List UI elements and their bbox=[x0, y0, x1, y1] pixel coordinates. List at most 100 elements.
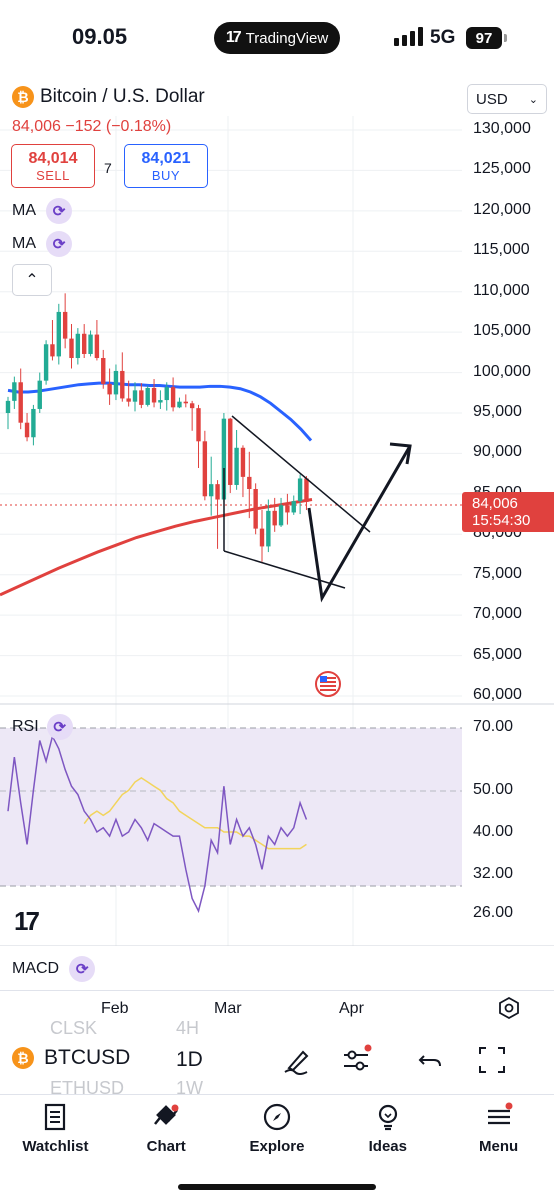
candle-body bbox=[37, 380, 42, 409]
indicator-ma-2-label: MA bbox=[12, 235, 36, 252]
refresh-icon[interactable]: ⟳ bbox=[46, 714, 73, 740]
symbol-header[interactable]: ₿ Bitcoin / U.S. Dollar bbox=[12, 86, 205, 108]
candle-body bbox=[50, 344, 55, 357]
price-axis-label: 110,000 bbox=[473, 281, 530, 299]
undo-icon[interactable] bbox=[414, 1044, 446, 1076]
indicator-ma-1[interactable]: MA ⟳ bbox=[12, 198, 72, 224]
timeframe-button[interactable]: 1D bbox=[176, 1048, 203, 1071]
price-axis-label: 95,000 bbox=[473, 403, 522, 420]
candle-body bbox=[189, 403, 195, 409]
battery-tip bbox=[504, 34, 507, 42]
currency-select[interactable]: USD ⌄ bbox=[467, 84, 547, 114]
candle-body bbox=[43, 344, 49, 381]
signal-icon bbox=[394, 26, 423, 46]
candle-body bbox=[107, 383, 112, 395]
divider bbox=[0, 990, 554, 991]
candle-body bbox=[278, 505, 284, 526]
fullscreen-icon[interactable] bbox=[476, 1044, 508, 1076]
sell-button[interactable]: 84,014 SELL bbox=[11, 144, 95, 188]
network-label: 5G bbox=[430, 27, 456, 48]
draw-pen-icon[interactable] bbox=[281, 1044, 313, 1076]
tab-chart[interactable]: Chart bbox=[111, 1094, 222, 1164]
rsi-axis-70: 70.00 bbox=[473, 718, 514, 735]
candle-body bbox=[170, 387, 176, 408]
price-axis-label: 125,000 bbox=[473, 160, 531, 178]
chevron-up-icon: ⌃ bbox=[25, 272, 39, 289]
tab-label: Menu bbox=[479, 1138, 519, 1155]
candle-body bbox=[12, 382, 17, 401]
settings-hexagon-icon[interactable] bbox=[497, 996, 521, 1020]
buy-button[interactable]: 84,021 BUY bbox=[124, 144, 208, 188]
tv-logo-icon: 17 bbox=[225, 29, 242, 46]
wedge-lower-trendline[interactable] bbox=[223, 550, 346, 589]
symbol-ticker: BTCUSD bbox=[44, 1046, 131, 1069]
divider bbox=[0, 1094, 554, 1095]
collapse-legend-button[interactable]: ⌃ bbox=[12, 264, 52, 296]
candle-body bbox=[5, 400, 11, 413]
macd-label: MACD bbox=[12, 960, 60, 977]
menu-icon bbox=[487, 1102, 513, 1125]
app-name: TradingView bbox=[245, 29, 329, 47]
price-axis-label: 115,000 bbox=[473, 241, 530, 259]
spread-value: 7 bbox=[104, 160, 112, 176]
rsi-axis-40: 40.00 bbox=[473, 823, 514, 840]
candle-body bbox=[285, 505, 290, 513]
rsi-axis-26: 26.00 bbox=[473, 904, 514, 921]
ma-slow-line bbox=[0, 498, 313, 597]
refresh-icon[interactable]: ⟳ bbox=[69, 956, 96, 982]
candle-body bbox=[183, 401, 188, 404]
tab-explore[interactable]: Explore bbox=[222, 1094, 333, 1164]
chart-area[interactable]: ₿ Bitcoin / U.S. Dollar 84,006 −152 (−0.… bbox=[0, 76, 554, 946]
candle-body bbox=[24, 422, 30, 438]
candle-body bbox=[158, 400, 163, 403]
battery-level: 97 bbox=[475, 29, 493, 47]
us-flag-event-icon[interactable] bbox=[315, 671, 341, 697]
price-axis-label: 60,000 bbox=[473, 686, 522, 703]
sell-label: SELL bbox=[36, 167, 70, 183]
price-axis-label: 70,000 bbox=[473, 605, 522, 623]
indicators-sliders-icon[interactable] bbox=[340, 1044, 372, 1076]
symbol-title: Bitcoin / U.S. Dollar bbox=[40, 86, 205, 107]
candle-body bbox=[120, 370, 125, 399]
chart-toolbar: ₿ BTCUSD 1D bbox=[0, 1034, 554, 1086]
chart-canvas[interactable] bbox=[0, 76, 554, 946]
candle-body bbox=[94, 334, 100, 359]
ma-fast-line bbox=[7, 381, 313, 442]
price-axis-label: 130,000 bbox=[473, 120, 531, 137]
chart-icon bbox=[154, 1104, 179, 1125]
indicator-ma-2[interactable]: MA ⟳ bbox=[12, 231, 72, 257]
price-axis-label: 120,000 bbox=[473, 200, 531, 218]
refresh-icon[interactable]: ⟳ bbox=[46, 231, 72, 257]
time-axis-apr: Apr bbox=[339, 1000, 364, 1017]
candle-body bbox=[113, 370, 119, 395]
candle-body bbox=[221, 418, 227, 500]
rsi-line bbox=[7, 734, 308, 914]
price-change: 84,006 −152 (−0.18%) bbox=[12, 118, 172, 135]
status-time: 09.05 bbox=[72, 24, 128, 49]
indicator-rsi[interactable]: RSI ⟳ bbox=[12, 714, 73, 740]
candle-body bbox=[88, 334, 93, 354]
candle-countdown: 15:54:30 bbox=[472, 512, 531, 529]
candle-body bbox=[177, 401, 182, 408]
tab-ideas[interactable]: Ideas bbox=[332, 1094, 443, 1164]
buy-price: 84,021 bbox=[141, 149, 191, 167]
time-axis-mar: Mar bbox=[214, 1000, 242, 1017]
indicator-macd[interactable]: MACD ⟳ bbox=[12, 956, 96, 982]
candle-body bbox=[75, 333, 81, 359]
currency-value: USD bbox=[476, 90, 508, 108]
symbol-button[interactable]: ₿ BTCUSD bbox=[12, 1046, 130, 1070]
tab-watchlist[interactable]: Watchlist bbox=[0, 1094, 111, 1164]
candle-body bbox=[259, 528, 265, 547]
chevron-down-icon: ⌄ bbox=[528, 93, 538, 106]
refresh-icon[interactable]: ⟳ bbox=[46, 198, 72, 224]
wedge-upper-trendline[interactable] bbox=[231, 415, 371, 533]
tab-menu[interactable]: Menu bbox=[443, 1094, 554, 1164]
candle-body bbox=[291, 501, 296, 513]
candle-body bbox=[196, 408, 201, 442]
time-axis-feb: Feb bbox=[101, 1000, 129, 1017]
candle-body bbox=[145, 387, 150, 405]
bitcoin-icon: ₿ bbox=[12, 86, 34, 108]
candle-body bbox=[253, 489, 258, 529]
candle-body bbox=[209, 484, 214, 497]
projection-arrow[interactable] bbox=[307, 445, 412, 603]
